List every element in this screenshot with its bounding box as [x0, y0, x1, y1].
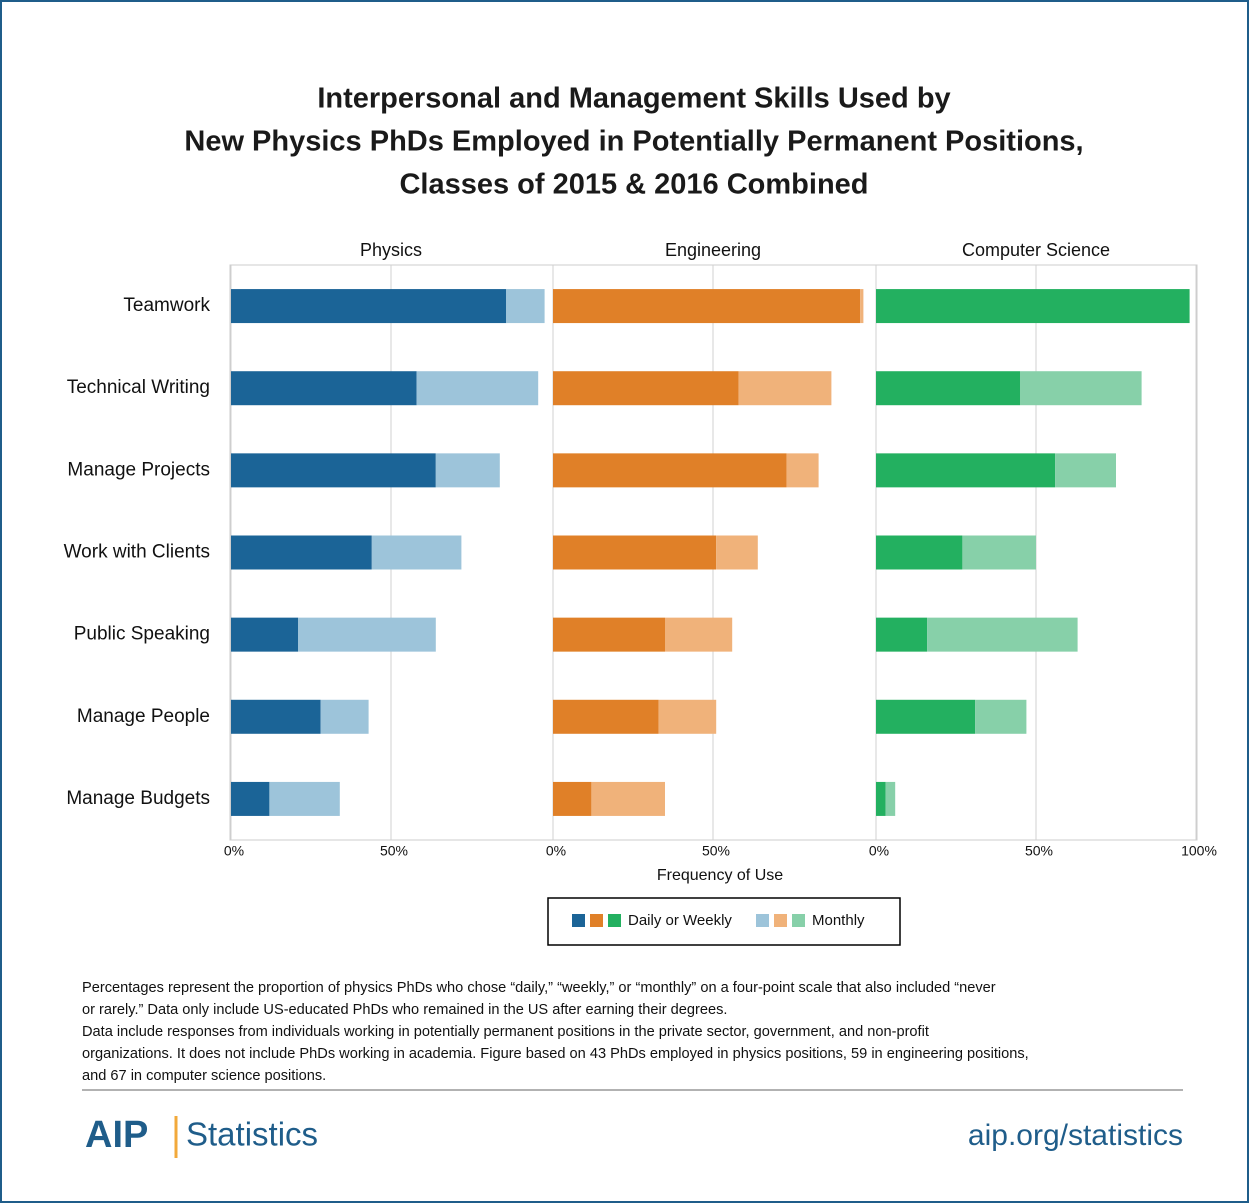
bar	[1020, 371, 1142, 406]
bar	[231, 453, 436, 488]
x-tick-label: 0%	[869, 843, 889, 859]
bar	[553, 535, 717, 570]
bar	[231, 289, 507, 324]
legend-swatch	[608, 914, 621, 927]
y-tick-label: Manage People	[77, 706, 210, 727]
x-axis-label: Frequency of Use	[657, 867, 783, 884]
bar	[553, 289, 861, 324]
bar	[658, 699, 717, 734]
bar	[876, 781, 886, 816]
note: or rarely.” Data only include US-educate…	[82, 1002, 727, 1018]
bar	[1055, 453, 1116, 488]
bar	[860, 289, 864, 324]
note: organizations. It does not include PhDs …	[82, 1046, 1029, 1062]
bar	[927, 617, 1078, 652]
bar	[231, 535, 372, 570]
x-tick-label: 50%	[702, 843, 730, 859]
bar	[231, 699, 321, 734]
legend-swatch	[572, 914, 585, 927]
legend-box	[547, 897, 901, 946]
note: and 67 in computer science positions.	[82, 1068, 326, 1084]
bar	[435, 453, 500, 488]
bar	[231, 371, 417, 406]
bar	[231, 617, 299, 652]
url: aip.org/statistics	[968, 1119, 1183, 1152]
x-tick-label: 50%	[380, 843, 408, 859]
bar	[553, 617, 665, 652]
panel-title: Engineering	[665, 240, 761, 260]
y-tick-label: Manage Budgets	[66, 788, 210, 809]
y-tick-label: Teamwork	[123, 295, 210, 316]
bar	[876, 535, 963, 570]
bar	[876, 699, 976, 734]
y-tick-label: Public Speaking	[74, 624, 210, 645]
panel-title: Computer Science	[962, 240, 1110, 260]
logo-text: Statistics	[186, 1116, 318, 1153]
logo: AIP	[85, 1114, 148, 1156]
bar	[553, 371, 739, 406]
bar	[269, 781, 340, 816]
legend-swatch	[590, 914, 603, 927]
bar	[738, 371, 832, 406]
bar	[786, 453, 819, 488]
y-tick-label: Technical Writing	[67, 377, 210, 398]
bar	[506, 289, 545, 324]
bar	[371, 535, 462, 570]
bar	[975, 699, 1027, 734]
bar	[553, 699, 659, 734]
bar	[962, 535, 1036, 570]
note: Data include responses from individuals …	[82, 1024, 929, 1040]
bar	[416, 371, 539, 406]
legend-label: Daily or Weekly	[628, 912, 732, 929]
chart-title: Classes of 2015 & 2016 Combined	[399, 169, 868, 201]
bar	[665, 617, 733, 652]
bar	[231, 781, 270, 816]
legend-swatch	[774, 914, 787, 927]
x-tick-label: 0%	[224, 843, 244, 859]
bar	[591, 781, 665, 816]
legend-swatch	[756, 914, 769, 927]
bar	[716, 535, 758, 570]
bar	[553, 453, 787, 488]
legend-swatch	[792, 914, 805, 927]
y-tick-label: Manage Projects	[67, 459, 210, 480]
chart-title: New Physics PhDs Employed in Potentially…	[184, 126, 1083, 158]
legend-label: Monthly	[812, 912, 865, 929]
x-tick-label: 50%	[1025, 843, 1053, 859]
bar	[553, 781, 592, 816]
bar	[876, 289, 1190, 324]
panel-title: Physics	[360, 240, 422, 260]
bar	[320, 699, 369, 734]
bar	[876, 371, 1020, 406]
y-tick-label: Work with Clients	[64, 542, 210, 563]
x-tick-label: 100%	[1181, 843, 1217, 859]
chart-title: Interpersonal and Management Skills Used…	[317, 83, 950, 115]
note: Percentages represent the proportion of …	[82, 980, 996, 996]
bar	[298, 617, 436, 652]
bar	[876, 453, 1056, 488]
bar	[876, 617, 928, 652]
bar	[885, 781, 896, 816]
x-tick-label: 0%	[546, 843, 566, 859]
